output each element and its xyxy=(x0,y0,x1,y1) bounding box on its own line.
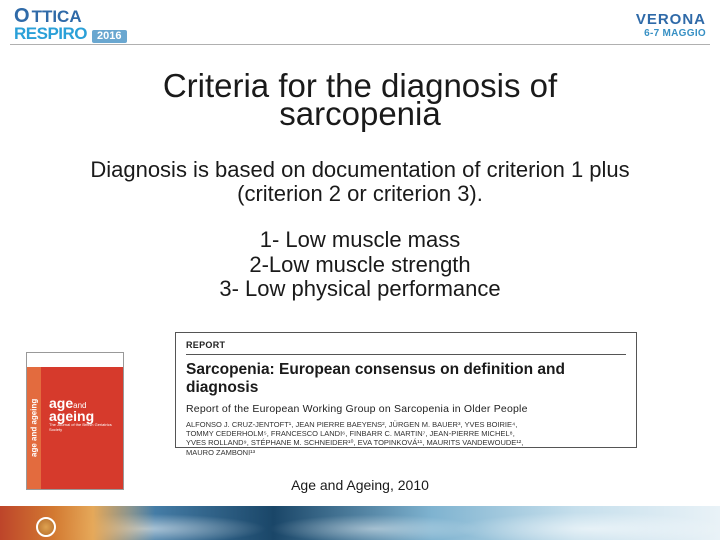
footer-badge-icon xyxy=(36,517,56,537)
logo-year-badge: 2016 xyxy=(92,30,126,42)
event-logo: O TTICA RESPIRO 2016 xyxy=(14,7,127,42)
citation-text: Age and Ageing, 2010 xyxy=(0,477,720,493)
slide-title: Criteria for the diagnosis of sarcopenia xyxy=(0,72,720,128)
journal-cover-thumbnail: age and ageing ageand ageing The Journal… xyxy=(26,352,124,490)
logo-text: TTICA xyxy=(32,9,82,25)
journal-cover: age and ageing ageand ageing The Journal… xyxy=(26,352,124,490)
journal-spine-text: age and ageing xyxy=(27,367,41,489)
subtitle-line2: (criterion 2 or criterion 3). xyxy=(0,182,720,206)
report-authors: ALFONSO J. CRUZ-JENTOFT¹, JEAN PIERRE BA… xyxy=(186,420,626,458)
dates-label: 6-7 MAGGIO xyxy=(644,28,706,39)
journal-brand2: ageing xyxy=(49,410,123,423)
criterion-3: 3- Low physical performance xyxy=(0,277,720,302)
slide-header: O TTICA RESPIRO 2016 VERONA 6-7 MAGGIO xyxy=(0,0,720,46)
logo-text-2: RESPIRO xyxy=(14,26,87,42)
report-label: REPORT xyxy=(186,340,626,350)
title-line2: sarcopenia xyxy=(0,100,720,128)
authors-line: ALFONSO J. CRUZ-JENTOFT¹, JEAN PIERRE BA… xyxy=(186,420,626,429)
report-divider xyxy=(186,354,626,355)
header-rule xyxy=(10,44,710,45)
city-label: VERONA xyxy=(636,11,706,28)
criteria-list: 1- Low muscle mass 2-Low muscle strength… xyxy=(0,228,720,302)
criterion-2: 2-Low muscle strength xyxy=(0,253,720,278)
authors-line: MAURO ZAMBONI¹³ xyxy=(186,448,626,457)
event-location: VERONA 6-7 MAGGIO xyxy=(636,11,706,39)
report-excerpt: REPORT Sarcopenia: European consensus on… xyxy=(175,332,637,448)
criterion-1: 1- Low muscle mass xyxy=(0,228,720,253)
journal-tagline: The Journal of the British Geriatrics So… xyxy=(49,422,123,432)
footer-band xyxy=(0,506,720,540)
authors-line: TOMMY CEDERHOLM⁵, FRANCESCO LANDI⁶, FINB… xyxy=(186,429,626,438)
authors-line: YVES ROLLAND⁹, STÉPHANE M. SCHNEIDER¹⁰, … xyxy=(186,438,626,447)
diagnosis-sentence: Diagnosis is based on documentation of c… xyxy=(0,158,720,206)
report-title: Sarcopenia: European consensus on defini… xyxy=(186,361,626,397)
report-subtitle: Report of the European Working Group on … xyxy=(186,403,626,415)
journal-title-block: ageand ageing The Journal of the British… xyxy=(49,397,123,432)
subtitle-line1: Diagnosis is based on documentation of c… xyxy=(0,158,720,182)
